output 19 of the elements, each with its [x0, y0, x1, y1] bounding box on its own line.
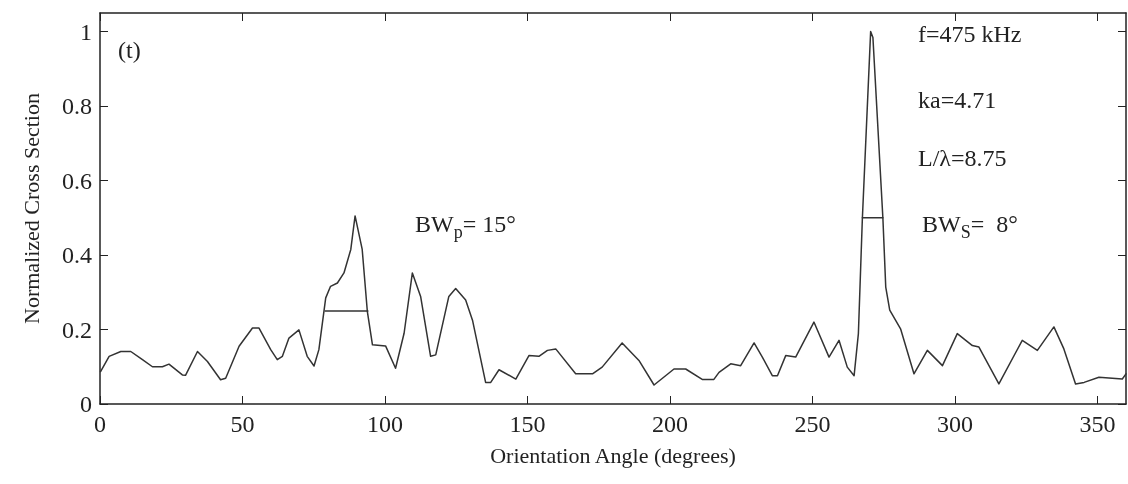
y-tick-label: 0.8 [62, 93, 92, 120]
y-tick-label: 0.6 [62, 167, 92, 194]
annotation: (t) [118, 37, 141, 63]
y-tick-label: 1 [80, 18, 92, 45]
x-tick-label: 50 [230, 411, 255, 437]
y-tick-label: 0.2 [62, 316, 92, 343]
x-tick-label: 350 [1079, 411, 1116, 437]
x-tick-label: 100 [367, 411, 403, 437]
annotation: f=475 kHz [918, 21, 1022, 47]
annotation: ka=4.71 [918, 87, 997, 113]
x-tick-label: 250 [794, 411, 831, 437]
y-axis-title: Normalized Cross Section [18, 93, 44, 324]
x-tick-label: 200 [652, 411, 688, 437]
y-tick-label: 0 [80, 391, 92, 417]
annotation: L/λ=8.75 [918, 145, 1007, 171]
x-tick-label: 150 [509, 411, 546, 437]
x-axis-title: Orientation Angle (degrees) [490, 442, 736, 468]
x-tick-label: 300 [937, 411, 973, 437]
y-tick-label: 0.4 [62, 242, 92, 269]
